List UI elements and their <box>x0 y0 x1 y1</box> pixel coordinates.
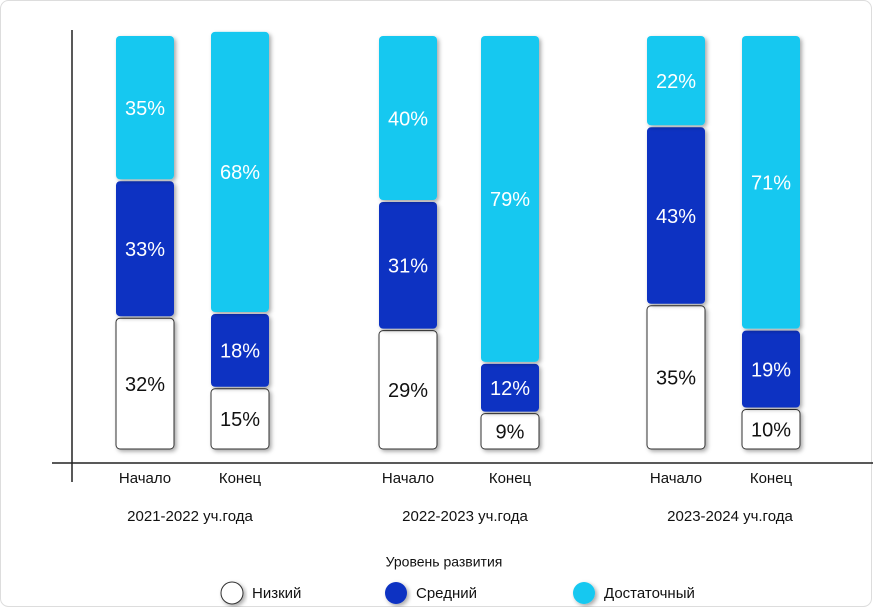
data-label: 10% <box>751 420 791 442</box>
data-label: 35% <box>656 368 696 390</box>
group-label: 2022-2023 уч.года <box>402 508 528 525</box>
x-tick-label: Начало <box>119 470 171 487</box>
data-label: 18% <box>220 341 260 363</box>
legend-swatch <box>573 582 595 604</box>
legend-title: Уровень развития <box>386 554 503 570</box>
bar-segment <box>646 305 706 450</box>
data-label: 32% <box>125 374 165 396</box>
bar-segment <box>116 181 174 317</box>
group-label: 2021-2022 уч.года <box>127 508 253 525</box>
bar-segment <box>378 330 438 450</box>
bar-segment <box>379 202 437 329</box>
bar-segment <box>481 363 539 412</box>
x-tick-label: Конец <box>219 470 262 487</box>
data-label: 33% <box>125 239 165 261</box>
data-label: 40% <box>388 108 428 130</box>
bar-segment <box>115 317 175 450</box>
bar-segment <box>742 330 800 408</box>
bar-segment <box>211 314 269 387</box>
data-label: 68% <box>220 162 260 184</box>
x-tick-label: Начало <box>382 470 434 487</box>
data-label: 19% <box>751 359 791 381</box>
legend-swatch <box>220 581 244 605</box>
bar-segment <box>741 409 801 450</box>
group-label: 2023-2024 уч.года <box>667 508 793 525</box>
data-label: 15% <box>220 409 260 431</box>
legend-label: Достаточный <box>604 585 695 602</box>
data-label: 29% <box>388 380 428 402</box>
data-label: 22% <box>656 71 696 93</box>
legend-label: Средний <box>416 585 477 602</box>
bar-segment <box>116 36 174 180</box>
data-label: 9% <box>496 422 525 444</box>
bar-segment <box>647 127 705 304</box>
data-label: 12% <box>490 378 530 400</box>
x-tick-label: Конец <box>750 470 793 487</box>
legend-label: Низкий <box>252 585 301 602</box>
bar-segment <box>647 36 705 126</box>
x-tick-label: Начало <box>650 470 702 487</box>
bar-segment <box>742 36 800 329</box>
bar-segment <box>210 388 270 450</box>
data-label: 35% <box>125 98 165 120</box>
data-label: 31% <box>388 256 428 278</box>
bar-segment <box>379 36 437 200</box>
bar-segment <box>480 413 540 450</box>
data-label: 79% <box>490 189 530 211</box>
bar-segment <box>211 31 269 313</box>
legend-swatch <box>385 582 407 604</box>
data-label: 71% <box>751 173 791 195</box>
x-tick-label: Конец <box>489 470 532 487</box>
bar-segment <box>481 36 539 362</box>
data-label: 43% <box>656 206 696 228</box>
